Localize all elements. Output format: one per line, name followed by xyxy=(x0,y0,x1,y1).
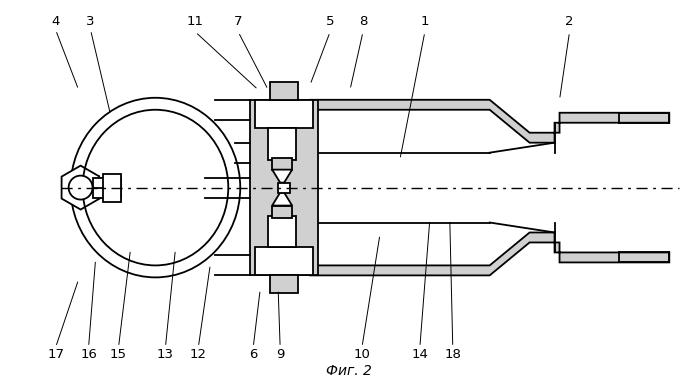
Circle shape xyxy=(69,176,92,200)
Text: 15: 15 xyxy=(110,348,127,361)
Text: 11: 11 xyxy=(187,16,204,28)
Text: 12: 12 xyxy=(190,348,207,361)
Polygon shape xyxy=(62,166,99,209)
Text: 3: 3 xyxy=(86,16,95,28)
Polygon shape xyxy=(310,233,669,276)
Bar xyxy=(278,183,290,193)
Bar xyxy=(271,276,298,293)
Text: 6: 6 xyxy=(249,348,257,361)
Text: 7: 7 xyxy=(234,16,243,28)
Polygon shape xyxy=(310,100,669,142)
Text: 9: 9 xyxy=(276,348,284,361)
Text: 16: 16 xyxy=(80,348,97,361)
Text: 1: 1 xyxy=(421,16,429,28)
Bar xyxy=(272,158,292,169)
Bar xyxy=(272,206,292,217)
Ellipse shape xyxy=(71,98,240,277)
Text: 17: 17 xyxy=(47,348,64,361)
Bar xyxy=(250,100,318,276)
Text: 10: 10 xyxy=(354,348,370,361)
Bar xyxy=(268,215,296,247)
Text: 4: 4 xyxy=(52,16,60,28)
Text: Фиг. 2: Фиг. 2 xyxy=(326,364,372,378)
Bar xyxy=(103,174,120,201)
Bar xyxy=(268,128,296,160)
Bar xyxy=(255,100,313,128)
Text: 2: 2 xyxy=(565,16,574,28)
Text: 18: 18 xyxy=(445,348,461,361)
Text: 14: 14 xyxy=(412,348,428,361)
Bar xyxy=(92,177,120,198)
Polygon shape xyxy=(272,193,292,206)
Text: 8: 8 xyxy=(359,16,367,28)
Text: 13: 13 xyxy=(157,348,174,361)
Text: 5: 5 xyxy=(326,16,334,28)
Polygon shape xyxy=(272,169,292,183)
Bar xyxy=(271,82,298,100)
Bar xyxy=(255,247,313,276)
